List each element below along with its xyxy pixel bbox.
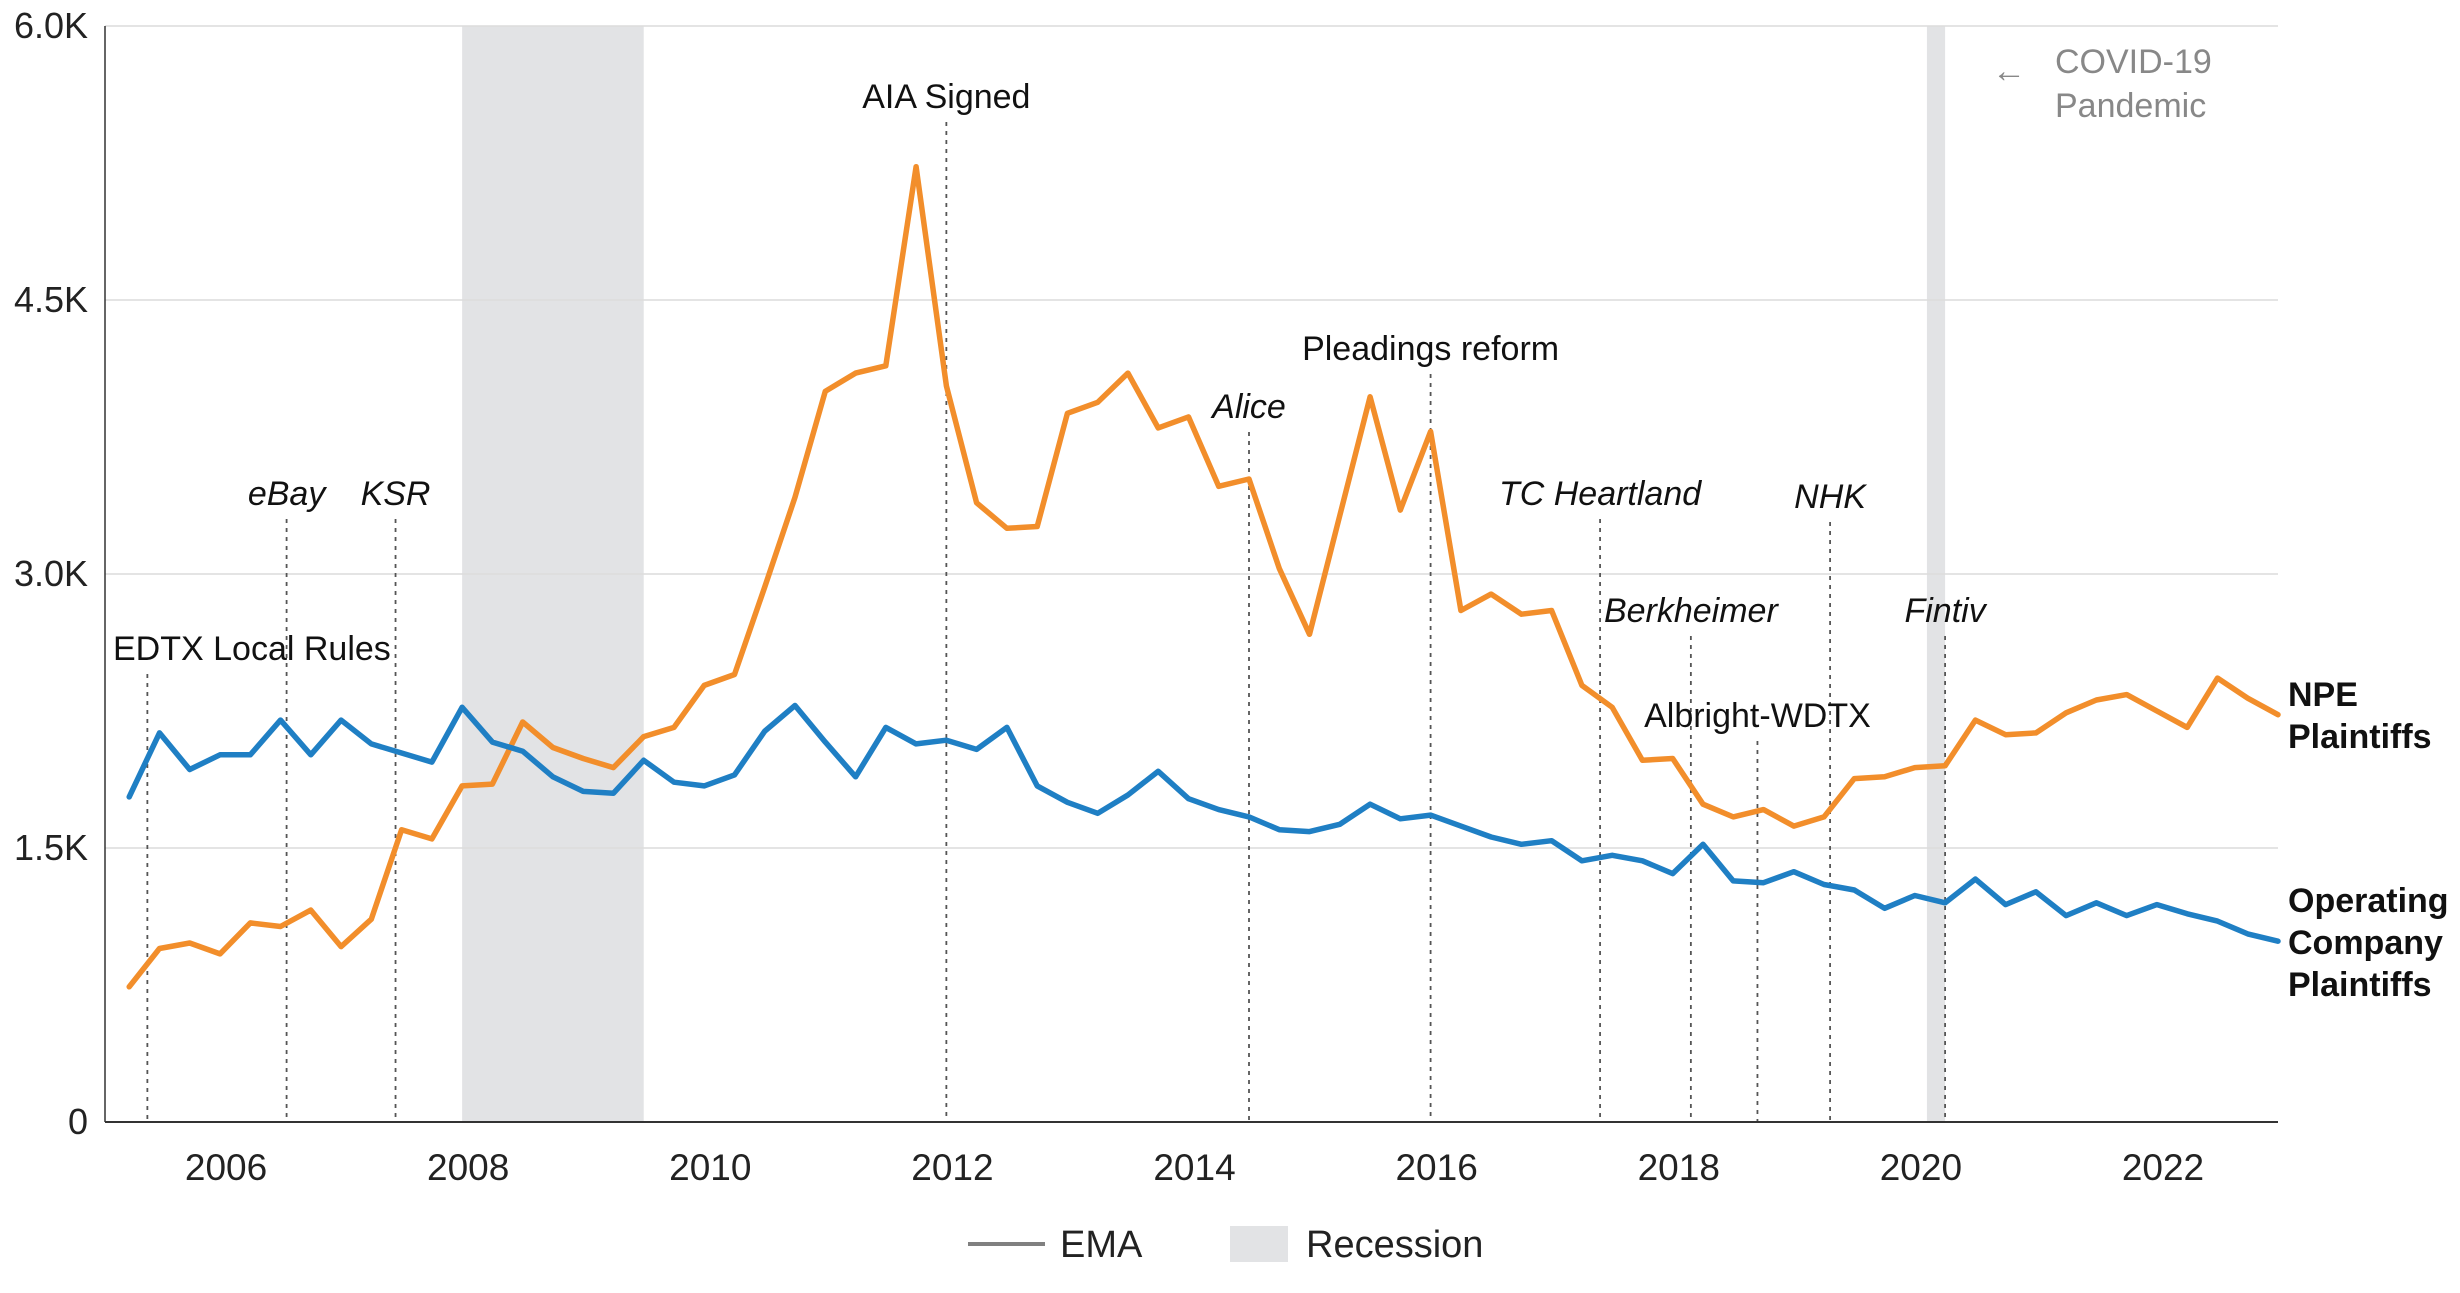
event-label: TC Heartland [1499, 475, 1702, 513]
x-tick-label: 2014 [1153, 1147, 1235, 1188]
legend-label-ema: EMA [1060, 1224, 1143, 1266]
y-tick-label: 3.0K [14, 553, 88, 594]
x-tick-label: 2010 [669, 1147, 751, 1188]
event-label: KSR [361, 475, 431, 513]
covid-arrow: ← [1992, 52, 2026, 90]
x-tick-label: 2006 [185, 1147, 267, 1188]
series-lines [126, 163, 2281, 990]
event-lines [146, 122, 1946, 1122]
event-label: Albright-WDTX [1644, 697, 1871, 735]
x-tick-label: 2016 [1395, 1147, 1477, 1188]
x-tick-label: 2012 [911, 1147, 993, 1188]
y-tick-label: 1.5K [14, 827, 88, 868]
legend-box-recession [1230, 1226, 1288, 1262]
legend: EMA Recession [968, 1224, 1483, 1266]
axes: 0 1.5K 3.0K 4.5K 6.0K 2006 2008 2010 2012 2014 201… [14, 5, 2278, 1188]
event-label: EDTX Local Rules [113, 630, 391, 668]
npe-end-label: Plaintiffs [2288, 718, 2432, 756]
operating-end-label: Operating [2288, 882, 2449, 920]
event-label: AIA Signed [862, 78, 1030, 116]
gridlines [105, 25, 2278, 849]
x-tick-label: 2008 [427, 1147, 509, 1188]
annotations: EDTX Local Rules eBay KSR AIA Signed Alice Pl… [113, 43, 2449, 1004]
operating-end-label: Plaintiffs [2288, 966, 2432, 1004]
y-tick-label: 6.0K [14, 5, 88, 46]
operating-end-label: Company [2288, 924, 2443, 962]
event-label: eBay [248, 475, 327, 513]
y-tick-label: 0 [68, 1101, 88, 1142]
covid-label-line2: Pandemic [2055, 87, 2206, 125]
legend-label-recession: Recession [1306, 1224, 1483, 1266]
event-label: Fintiv [1904, 592, 1987, 630]
covid-label-line1: COVID-19 [2055, 43, 2212, 81]
x-tick-label: 2022 [2122, 1147, 2204, 1188]
event-label: Berkheimer [1604, 592, 1780, 630]
event-label: Pleadings reform [1302, 330, 1559, 368]
npe-end-label: NPE [2288, 676, 2358, 714]
event-label: NHK [1794, 478, 1867, 516]
x-tick-label: 2020 [1880, 1147, 1962, 1188]
series-line-operating [126, 702, 2281, 944]
x-tick-label: 2018 [1638, 1147, 1720, 1188]
series-line-npe [126, 163, 2281, 990]
y-tick-label: 4.5K [14, 279, 88, 320]
event-label: Alice [1210, 388, 1286, 426]
